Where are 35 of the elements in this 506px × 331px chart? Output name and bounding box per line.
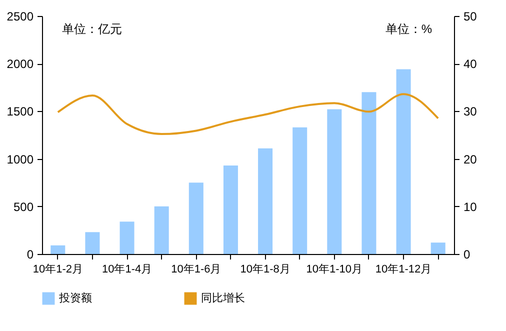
y-tick-label: 1000 (6, 152, 34, 166)
x-tick-label: 10年1-10月 (306, 264, 363, 276)
legend-label: 投资额 (58, 292, 92, 305)
y-tick-label: 0 (26, 248, 34, 262)
bar (50, 245, 66, 254)
x-tick-label: 10年1-6月 (171, 264, 222, 276)
y2-tick-label: 10 (464, 200, 478, 214)
y2-tick-label: 0 (464, 248, 470, 262)
y-tick-label: 2000 (6, 57, 34, 72)
y-tick-label: 2500 (6, 10, 34, 24)
bar (223, 165, 238, 254)
bar (258, 148, 273, 254)
x-tick-label: 10年1-12月 (375, 264, 432, 276)
y2-tick-label: 40 (464, 57, 478, 72)
y-tick-label: 500 (13, 200, 34, 214)
bar (292, 127, 308, 254)
bar (396, 69, 411, 254)
y2-tick-label: 50 (464, 10, 478, 24)
annotation: 单位：% (385, 22, 432, 36)
x-tick-label: 10年1-4月 (102, 264, 152, 276)
y-tick-label: 1500 (6, 104, 34, 119)
bar (327, 109, 342, 254)
line-series (56, 93, 440, 136)
bar (120, 222, 134, 254)
bar (85, 232, 100, 254)
annotation: 单位：亿元 (62, 22, 122, 36)
legend-label: 同比增长 (201, 292, 245, 305)
bar (154, 206, 169, 254)
bar (430, 242, 446, 254)
bar (188, 182, 204, 254)
bar (362, 92, 376, 254)
y2-tick-label: 20 (464, 152, 478, 166)
x-tick-label: 10年1-2月 (32, 264, 83, 276)
y2-tick-label: 30 (464, 104, 478, 119)
x-tick-label: 10年1-8月 (240, 264, 290, 276)
